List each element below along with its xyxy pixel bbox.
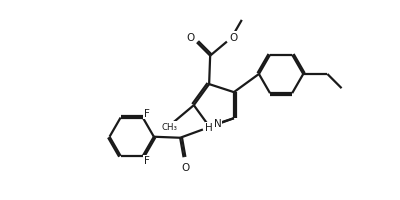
Text: S: S [207, 124, 214, 134]
Text: H: H [205, 123, 213, 133]
Text: CH₃: CH₃ [161, 122, 177, 131]
Text: O: O [186, 32, 194, 42]
Text: O: O [229, 33, 237, 43]
Text: F: F [144, 155, 150, 165]
Text: N: N [214, 118, 222, 128]
Text: O: O [181, 162, 189, 172]
Text: F: F [144, 109, 150, 119]
